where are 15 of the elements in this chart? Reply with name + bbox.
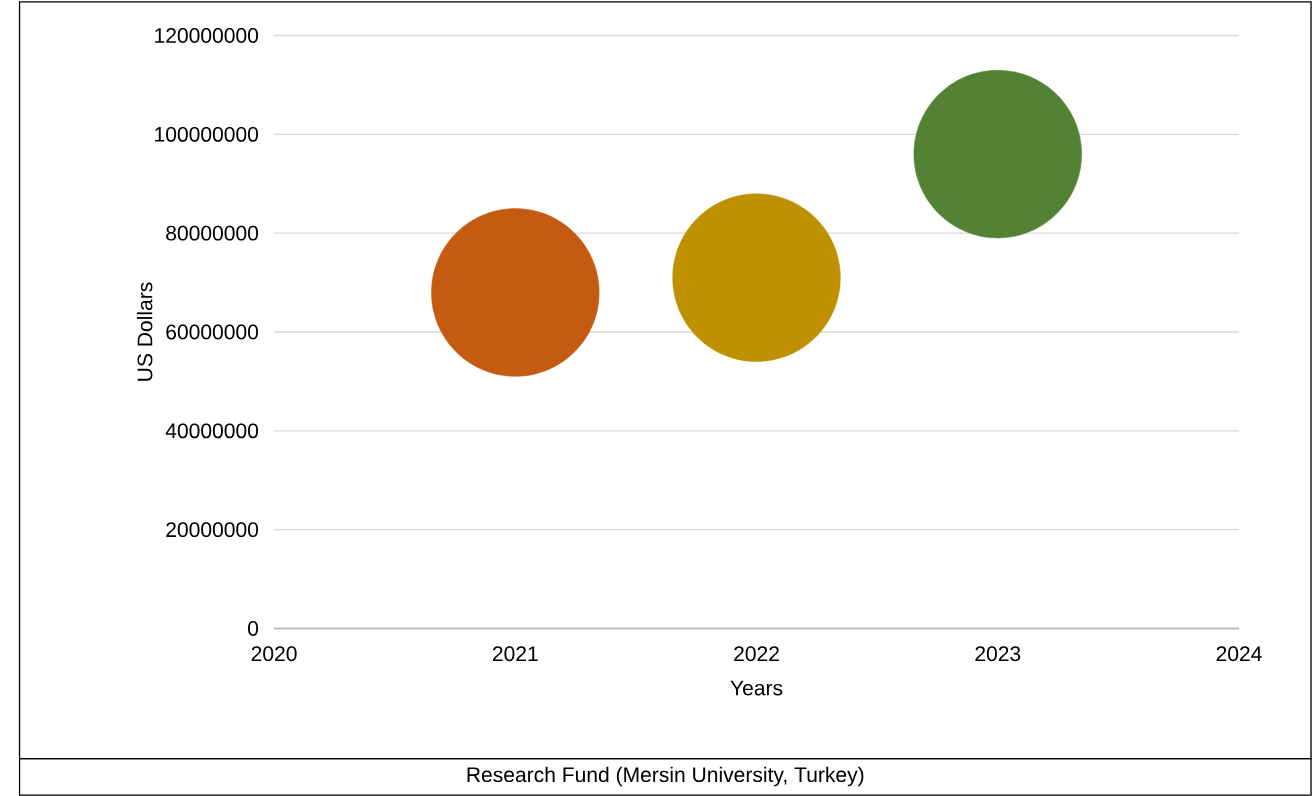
y-tick-label: 120000000 [155,27,259,43]
x-axis-title: Years [730,680,783,696]
y-tick-label: 100000000 [155,126,259,142]
x-tick-label: 2021 [492,646,538,662]
y-tick-label: 0 [248,620,259,636]
x-tick-label: 2024 [1216,646,1262,662]
y-tick-label: 80000000 [166,225,259,241]
x-tick-label: 2020 [251,646,297,662]
y-axis-title: US Dollars [136,282,153,381]
y-tick-label: 40000000 [165,423,259,439]
x-tick-label: 2023 [975,646,1021,662]
y-tick-label: 60000000 [166,324,259,340]
y-tick-label: 20000000 [166,522,259,538]
text: Research Fund (Mersin University, Turkey) [467,766,864,787]
x-tick-label: 2022 [734,646,779,662]
